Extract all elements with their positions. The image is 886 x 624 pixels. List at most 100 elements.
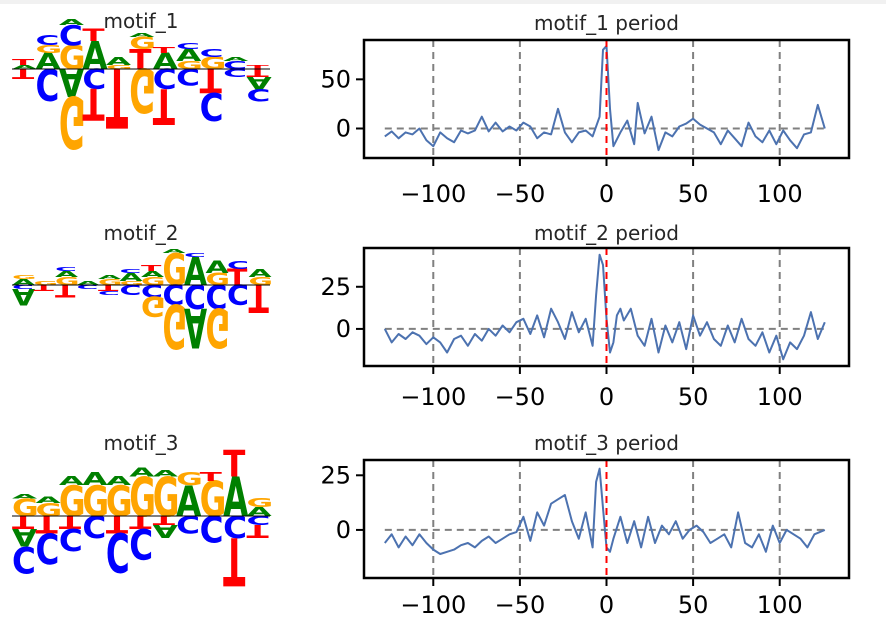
logo-letter-C: C	[141, 281, 163, 300]
logo-letter-A: A	[35, 494, 61, 505]
logo-letter-C: C	[184, 252, 206, 258]
logo-letter-C: C	[153, 62, 177, 94]
logo-letter-A: A	[59, 17, 85, 27]
logo-letter-C: C	[59, 522, 83, 557]
period-chart-3: motif_3 period −100 −50 0 50 100 0 25	[320, 431, 851, 619]
logo-letter-A: A	[184, 250, 207, 295]
y-tick-label: 0	[336, 315, 351, 343]
x-tick-label: −50	[495, 383, 546, 411]
logo-letter-G: G	[120, 280, 144, 286]
logo-letter-A: A	[153, 48, 179, 74]
logo-letter-C: C	[82, 62, 106, 94]
logo-letter-C: C	[120, 281, 142, 297]
logo-letter-G: G	[153, 465, 180, 529]
logo-letter-A: A	[12, 283, 36, 308]
logo-letter-G: G	[34, 280, 58, 286]
logo-letter-C: C	[227, 259, 249, 272]
logo-letter-T: T	[106, 510, 129, 539]
logo-letter-A: A	[129, 32, 154, 39]
logo-letter-T: T	[153, 45, 176, 55]
logo-letter-T: T	[55, 281, 76, 300]
logo-letter-A: A	[98, 274, 122, 280]
logo-letter-A: A	[120, 271, 144, 284]
logo-letter-A: A	[106, 55, 131, 68]
period-line	[384, 467, 826, 555]
logo-letter-A: A	[35, 48, 61, 74]
logo-letter-T: T	[247, 66, 270, 79]
logo-letter-C: C	[227, 278, 249, 311]
logo-letter-G: G	[176, 59, 203, 72]
logo-letter-C: C	[77, 283, 99, 289]
logo-letter-G: G	[247, 496, 274, 510]
logo-letter-C: C	[223, 59, 247, 72]
x-tick-label: 0	[599, 180, 614, 208]
x-tick-label: −100	[400, 383, 466, 411]
logo-letter-C: C	[176, 510, 200, 539]
logo-letter-A: A	[129, 465, 154, 479]
logo-letter-C: C	[176, 63, 200, 89]
logo-letter-T: T	[12, 57, 35, 67]
x-tick-label: 50	[678, 383, 709, 411]
y-tick-label: 0	[336, 115, 351, 143]
logo-letter-A: A	[247, 73, 272, 92]
chart-title: motif_1 period	[534, 11, 679, 35]
y-tick-label: 0	[336, 516, 351, 544]
logo-letter-A: A	[153, 468, 179, 479]
logo-letter-T: T	[82, 26, 105, 45]
logo-letter-T: T	[98, 283, 118, 292]
logo-letter-G: G	[98, 278, 123, 287]
logo-letter-A: A	[77, 280, 101, 286]
logo-letter-G: G	[12, 493, 39, 522]
logo-letter-A: A	[176, 477, 201, 526]
logo-letter-T: T	[223, 521, 245, 597]
y-tick-label: 50	[320, 65, 351, 93]
logo-letter-T: T	[200, 470, 223, 484]
logo-letter-G: G	[82, 477, 109, 526]
period-line	[384, 44, 826, 152]
logo-letter-A: A	[12, 64, 37, 71]
logo-letter-G: G	[206, 270, 231, 289]
logo-title: motif_2	[104, 221, 179, 245]
logo-letter-A: A	[82, 35, 108, 79]
logo-letter-T: T	[35, 510, 58, 539]
chart-title: motif_2 period	[534, 221, 679, 245]
x-tick-label: 100	[757, 180, 803, 208]
logo-letter-C: C	[184, 277, 206, 315]
period-chart-2: motif_2 period −100 −50 0 50 100 0 25	[320, 221, 851, 411]
chart-title: motif_3 period	[534, 431, 679, 455]
logo-letter-A: A	[12, 278, 35, 287]
logo-letter-C: C	[206, 277, 228, 315]
logo-letter-A: A	[223, 56, 248, 63]
period-line	[383, 253, 826, 361]
logo-letter-T: T	[141, 264, 161, 273]
x-tick-label: 0	[599, 591, 614, 619]
logo-letter-G: G	[129, 465, 156, 529]
logo-letter-C: C	[176, 41, 200, 51]
logo-letter-T: T	[153, 77, 176, 135]
logo-letter-T: T	[34, 283, 54, 292]
logo-letter-T: T	[153, 513, 176, 527]
x-tick-label: −50	[495, 180, 546, 208]
logo-letter-A: A	[153, 520, 179, 541]
logo-letter-A: A	[247, 505, 272, 519]
x-tick-label: −100	[400, 180, 466, 208]
logo-title: motif_1	[104, 9, 179, 33]
logo-letter-C: C	[200, 83, 224, 127]
logo-letter-C: C	[200, 47, 224, 60]
logo-letter-G: G	[106, 477, 133, 526]
logo-letter-A: A	[12, 493, 37, 500]
logo-letter-C: C	[247, 513, 271, 527]
logo-letter-T: T	[12, 66, 34, 82]
logo-letter-T: T	[223, 444, 246, 486]
x-tick-label: 0	[599, 383, 614, 411]
logo-letter-A: A	[206, 258, 230, 277]
logo-letter-C: C	[98, 289, 120, 295]
logo-letter-C: C	[35, 58, 59, 109]
logo-letter-T: T	[200, 61, 223, 99]
y-tick-label: 25	[320, 273, 351, 301]
logo-letter-T: T	[106, 49, 128, 145]
logo-letter-A: A	[176, 46, 201, 65]
logo-letter-C: C	[12, 537, 36, 579]
logo-letter-G: G	[200, 471, 227, 527]
